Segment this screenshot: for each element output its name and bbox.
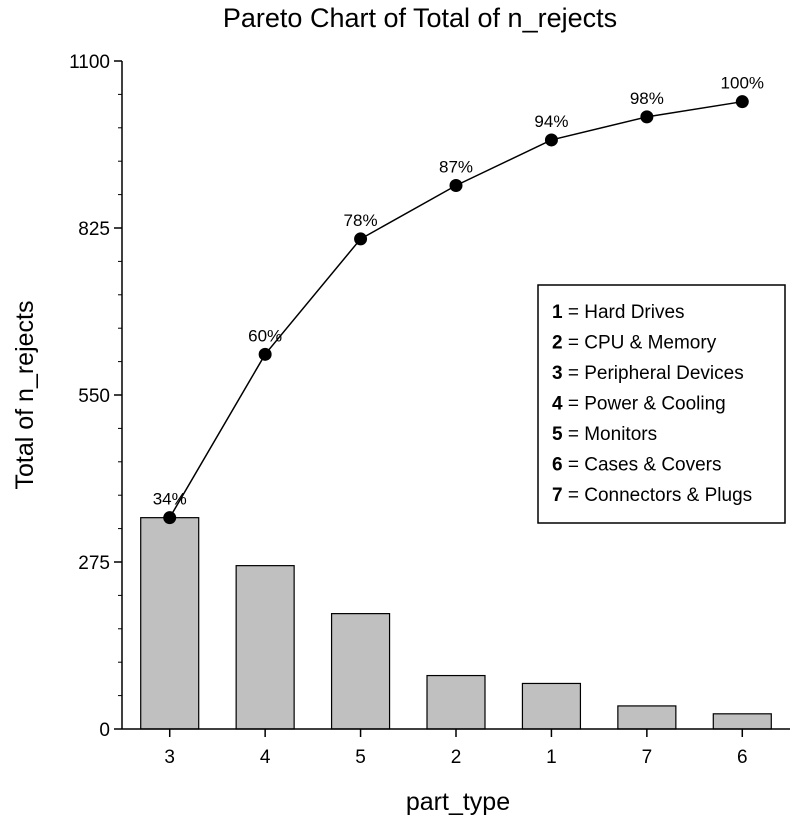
- cumulative-point: [544, 133, 558, 147]
- x-tick-label: 3: [164, 747, 175, 768]
- cumulative-point: [449, 178, 463, 192]
- y-tick-label: 825: [78, 219, 110, 240]
- legend-key: 4: [552, 394, 563, 415]
- cumulative-pct-label: 94%: [534, 112, 568, 131]
- cumulative-pct-label: 60%: [248, 326, 282, 345]
- legend-label: = Monitors: [563, 424, 658, 445]
- legend-key: 2: [552, 333, 563, 354]
- legend-entry: 4 = Power & Cooling: [552, 394, 726, 415]
- y-tick-label: 1100: [69, 52, 110, 73]
- bar-4: [235, 565, 295, 730]
- legend-label: = Peripheral Devices: [563, 363, 744, 384]
- cumulative-point: [163, 511, 177, 525]
- x-tick-label: 5: [355, 747, 366, 768]
- cumulative-point: [640, 110, 654, 124]
- cumulative-pct-label: 100%: [721, 74, 764, 93]
- bar-3: [140, 517, 200, 730]
- x-axis-title: part_type: [406, 788, 510, 816]
- y-tick-label: 550: [78, 386, 110, 407]
- cumulative-pct-label: 34%: [153, 490, 187, 509]
- legend-entry: 6 = Cases & Covers: [552, 455, 722, 476]
- cumulative-pct-label: 78%: [344, 211, 378, 230]
- x-tick-label: 2: [451, 747, 462, 768]
- y-tick-label: 0: [99, 720, 110, 741]
- cumulative-point: [258, 347, 272, 361]
- bar-5: [330, 613, 391, 730]
- legend-key: 5: [552, 424, 563, 445]
- legend-label: = Power & Cooling: [563, 394, 726, 415]
- legend-box: [537, 284, 786, 524]
- legend-key: 1: [552, 302, 563, 323]
- cumulative-pct-label: 98%: [630, 89, 664, 108]
- legend-entry: 5 = Monitors: [552, 424, 657, 445]
- x-tick-label: 6: [737, 747, 748, 768]
- cumulative-pct-label: 87%: [439, 157, 473, 176]
- legend-entry: 7 = Connectors & Plugs: [552, 485, 752, 506]
- legend-entry: 3 = Peripheral Devices: [552, 363, 744, 384]
- legend-key: 7: [552, 485, 563, 506]
- bar-7: [617, 705, 677, 730]
- legend-label: = CPU & Memory: [563, 333, 717, 354]
- legend-entry: 2 = CPU & Memory: [552, 333, 717, 354]
- chart-title: Pareto Chart of Total of n_rejects: [223, 3, 617, 33]
- legend-label: = Cases & Covers: [563, 455, 722, 476]
- cumulative-point: [354, 232, 368, 246]
- y-tick-label: 275: [78, 553, 110, 574]
- legend-key: 6: [552, 455, 563, 476]
- bar-6: [712, 713, 772, 730]
- cumulative-point: [735, 95, 749, 109]
- legend-entry: 1 = Hard Drives: [552, 302, 685, 323]
- x-tick-label: 4: [260, 747, 271, 768]
- bar-2: [426, 674, 486, 730]
- legend-key: 3: [552, 363, 563, 384]
- x-tick-label: 7: [642, 747, 653, 768]
- legend-label: = Hard Drives: [563, 302, 685, 323]
- y-axis-title: Total of n_rejects: [11, 301, 39, 490]
- legend-label: = Connectors & Plugs: [563, 485, 753, 506]
- x-tick-label: 1: [546, 747, 557, 768]
- bar-1: [521, 682, 582, 730]
